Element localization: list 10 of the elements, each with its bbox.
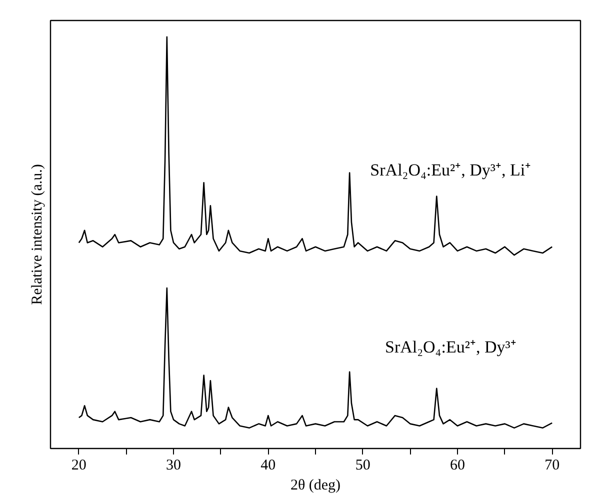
text: SrAl₂O₄:Eu²⁺, Dy³⁺ — [384, 337, 516, 356]
x-axis-title: 2θ (deg) — [290, 478, 341, 494]
x-tick-label: 70 — [544, 458, 560, 474]
x-tick-label: 30 — [166, 458, 182, 474]
series-label: SrAl₂O₄:Eu²⁺, Dy³⁺, Li⁺ — [370, 160, 532, 180]
x-tick-label: 40 — [260, 458, 276, 474]
y-axis-title: Relative intensity (a.u.) — [30, 164, 46, 305]
x-tick-label: 20 — [71, 458, 86, 474]
x-tick-label: 50 — [355, 458, 370, 474]
x-tick-label: 60 — [450, 458, 465, 474]
